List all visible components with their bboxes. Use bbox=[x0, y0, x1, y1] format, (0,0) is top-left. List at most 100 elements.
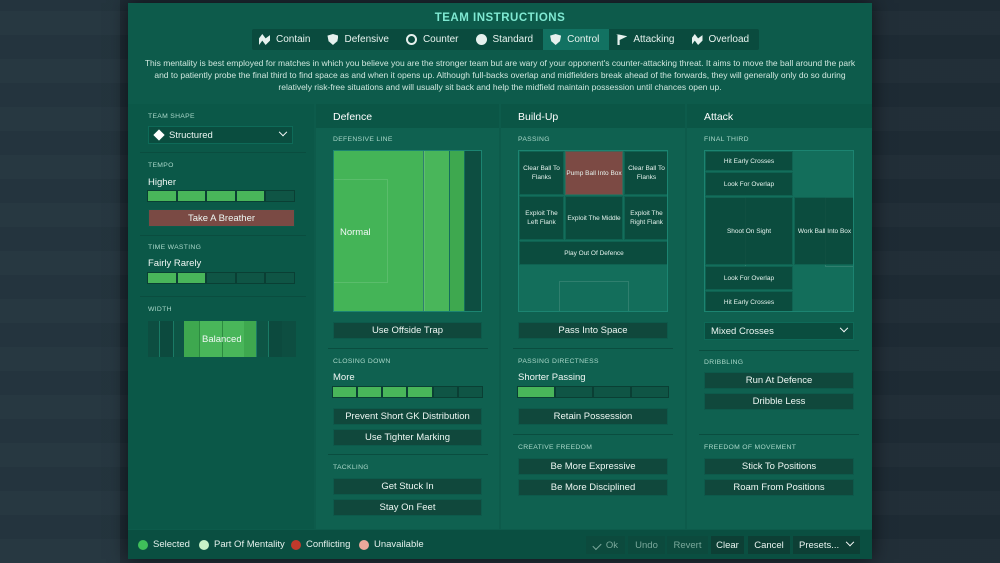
pass-into-space-button[interactable]: Pass Into Space bbox=[518, 322, 668, 339]
ball-icon bbox=[475, 34, 487, 45]
tab-label: Control bbox=[567, 34, 600, 45]
general-panel: TEAM SHAPE Structured TEMPO Higher Take … bbox=[128, 104, 314, 529]
hit-early-crosses-bottom-cell[interactable]: Hit Early Crosses bbox=[705, 291, 793, 311]
legend-label: Selected bbox=[153, 539, 190, 550]
ok-button[interactable]: Ok bbox=[586, 536, 625, 554]
legend-part-of-mentality: Part Of Mentality bbox=[199, 539, 285, 550]
meter-segment bbox=[433, 387, 457, 397]
divider bbox=[699, 434, 859, 435]
be-more-disciplined-button[interactable]: Be More Disciplined bbox=[518, 479, 668, 496]
tab-counter[interactable]: Counter bbox=[399, 29, 469, 50]
meter-segment bbox=[556, 387, 592, 397]
shield-icon bbox=[327, 34, 339, 45]
look-for-overlap-top-cell[interactable]: Look For Overlap bbox=[705, 172, 793, 196]
tab-label: Standard bbox=[492, 34, 534, 45]
meter-segment bbox=[148, 191, 176, 201]
dialog-footer: Selected Part Of Mentality Conflicting U… bbox=[128, 530, 872, 559]
divider bbox=[140, 235, 306, 236]
legend-conflicting: Conflicting bbox=[291, 539, 350, 550]
exploit-left-flank-cell[interactable]: Exploit The Left Flank bbox=[519, 196, 564, 240]
play-out-of-defence-cell[interactable]: Play Out Of Defence bbox=[519, 241, 667, 265]
team-instructions-dialog: TEAM INSTRUCTIONS Contain Defensive Coun… bbox=[128, 3, 872, 559]
defence-panel: Defence DEFENSIVE LINE Normal Use Offsid… bbox=[316, 104, 499, 529]
divider bbox=[328, 454, 488, 455]
meter-segment bbox=[177, 191, 206, 201]
meter-segment bbox=[266, 273, 294, 283]
overload-icon bbox=[691, 34, 703, 45]
control-shield-icon bbox=[550, 34, 562, 45]
passing-directness-slider[interactable] bbox=[517, 386, 669, 398]
clear-ball-left-cell[interactable]: Clear Ball To Flanks bbox=[519, 151, 564, 195]
tighter-marking-button[interactable]: Use Tighter Marking bbox=[333, 429, 482, 446]
tab-defensive[interactable]: Defensive bbox=[320, 29, 398, 50]
divider bbox=[140, 296, 306, 297]
presets-button[interactable]: Presets... bbox=[793, 536, 860, 554]
undo-button[interactable]: Undo bbox=[628, 536, 665, 554]
legend-label: Unavailable bbox=[374, 539, 424, 550]
clear-ball-right-cell[interactable]: Clear Ball To Flanks bbox=[624, 151, 667, 195]
tempo-value: Higher bbox=[148, 177, 176, 188]
retain-possession-button[interactable]: Retain Possession bbox=[518, 408, 668, 425]
team-shape-dropdown[interactable]: Structured bbox=[148, 126, 293, 144]
crossing-value: Mixed Crosses bbox=[711, 325, 774, 337]
prevent-short-gk-button[interactable]: Prevent Short GK Distribution bbox=[333, 408, 482, 425]
meter-segment bbox=[383, 387, 407, 397]
meter-segment bbox=[518, 387, 554, 397]
offside-trap-button[interactable]: Use Offside Trap bbox=[333, 322, 482, 339]
width-label: WIDTH bbox=[148, 306, 172, 313]
meter-segment bbox=[358, 387, 382, 397]
defensive-line-value: Normal bbox=[340, 227, 371, 238]
meter-segment bbox=[207, 273, 235, 283]
stick-to-positions-button[interactable]: Stick To Positions bbox=[704, 458, 854, 475]
dribble-less-button[interactable]: Dribble Less bbox=[704, 393, 854, 410]
flag-icon bbox=[616, 34, 628, 45]
team-shape-value: Structured bbox=[169, 129, 213, 141]
passing-label: PASSING bbox=[518, 136, 550, 143]
tab-attacking[interactable]: Attacking bbox=[609, 29, 684, 50]
clear-button[interactable]: Clear bbox=[711, 536, 744, 554]
roam-from-positions-button[interactable]: Roam From Positions bbox=[704, 479, 854, 496]
counter-icon bbox=[405, 34, 417, 45]
stay-on-feet-button[interactable]: Stay On Feet bbox=[333, 499, 482, 516]
work-ball-into-box-cell[interactable]: Work Ball Into Box bbox=[794, 197, 853, 265]
divider bbox=[699, 350, 859, 351]
meter-segment bbox=[333, 387, 357, 397]
shoot-on-sight-cell[interactable]: Shoot On Sight bbox=[705, 197, 793, 265]
exploit-middle-cell[interactable]: Exploit The Middle bbox=[565, 196, 623, 240]
tempo-slider[interactable] bbox=[147, 190, 295, 202]
defence-header: Defence bbox=[316, 104, 499, 128]
hit-early-crosses-top-cell[interactable]: Hit Early Crosses bbox=[705, 151, 793, 171]
passing-directness-label: PASSING DIRECTNESS bbox=[518, 358, 599, 365]
take-a-breather-button[interactable]: Take A Breather bbox=[148, 209, 295, 227]
closing-down-slider[interactable] bbox=[332, 386, 483, 398]
time-wasting-value: Fairly Rarely bbox=[148, 258, 202, 269]
run-at-defence-button[interactable]: Run At Defence bbox=[704, 372, 854, 389]
be-more-expressive-button[interactable]: Be More Expressive bbox=[518, 458, 668, 475]
meter-segment bbox=[408, 387, 432, 397]
tab-contain[interactable]: Contain bbox=[252, 29, 320, 50]
pump-ball-cell[interactable]: Pump Ball Into Box bbox=[565, 151, 623, 195]
crossing-dropdown[interactable]: Mixed Crosses bbox=[704, 322, 854, 340]
get-stuck-in-button[interactable]: Get Stuck In bbox=[333, 478, 482, 495]
tab-label: Counter bbox=[422, 34, 459, 45]
meter-segment bbox=[236, 273, 265, 283]
cancel-button[interactable]: Cancel bbox=[748, 536, 790, 554]
width-slider[interactable] bbox=[148, 321, 296, 357]
tab-standard[interactable]: Standard bbox=[469, 29, 544, 50]
legend-dot bbox=[359, 539, 369, 550]
meter-segment bbox=[594, 387, 630, 397]
closing-down-label: CLOSING DOWN bbox=[333, 358, 391, 365]
tab-overload[interactable]: Overload bbox=[685, 29, 760, 50]
defensive-line-pitch[interactable] bbox=[333, 150, 482, 312]
tab-control[interactable]: Control bbox=[543, 29, 610, 50]
attack-header: Attack bbox=[687, 104, 872, 128]
revert-button[interactable]: Revert bbox=[667, 536, 708, 554]
tempo-label: TEMPO bbox=[148, 162, 174, 169]
chevron-down-icon bbox=[839, 323, 849, 333]
time-wasting-slider[interactable] bbox=[147, 272, 295, 284]
tab-label: Attacking bbox=[633, 34, 675, 45]
look-for-overlap-bottom-cell[interactable]: Look For Overlap bbox=[705, 266, 793, 290]
final-third-pitch: Hit Early Crosses Look For Overlap Shoot… bbox=[704, 150, 854, 312]
legend-selected: Selected bbox=[138, 539, 190, 550]
exploit-right-flank-cell[interactable]: Exploit The Right Flank bbox=[624, 196, 667, 240]
